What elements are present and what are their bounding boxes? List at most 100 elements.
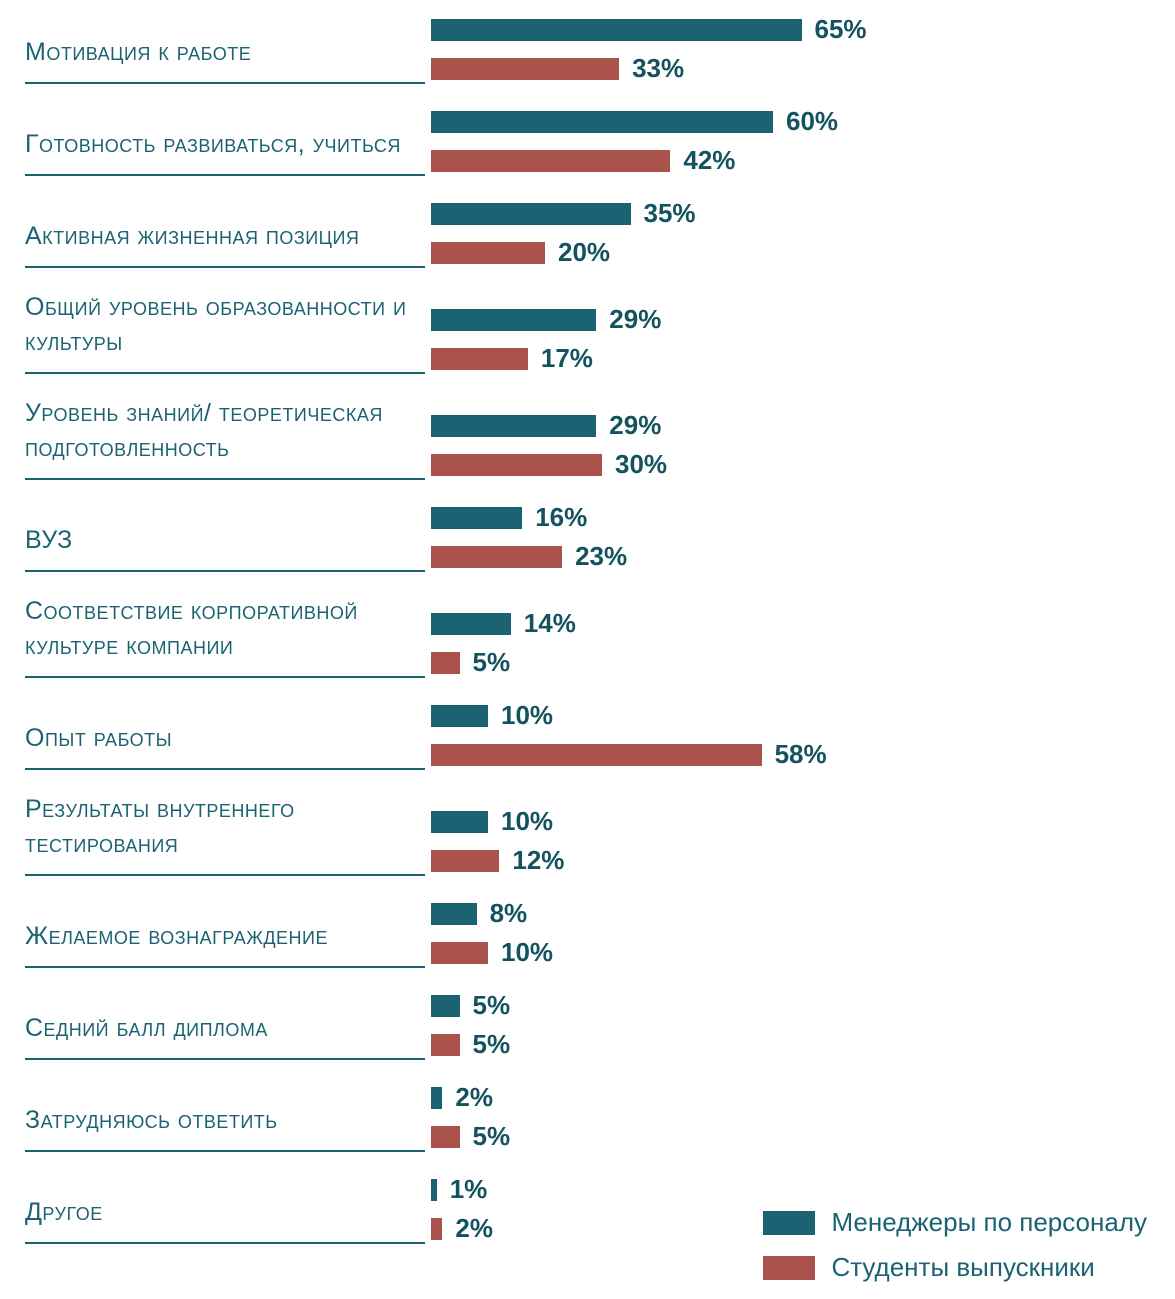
category-label: Общий уровень образованности и культуры: [25, 290, 425, 374]
category-label: Соответствие корпоративной культуре комп…: [25, 594, 425, 678]
legend-swatch-students: [763, 1255, 816, 1280]
bar-value-hr: 10%: [501, 806, 554, 836]
bar-value-students: 5%: [472, 647, 511, 677]
bar-students: [431, 941, 488, 964]
bar-students: [431, 453, 602, 476]
category-label: Активная жизненная позиция: [25, 219, 425, 268]
bar-students: [431, 545, 563, 568]
bar-line-students: 30%: [431, 449, 667, 480]
bar-value-students: 20%: [558, 237, 611, 267]
bar-line-students: 2%: [431, 1213, 493, 1244]
bar-line-students: 12%: [431, 845, 564, 876]
bar-students: [431, 149, 671, 172]
bar-line-hr: 10%: [431, 806, 564, 837]
bar-hr-managers: [431, 110, 773, 133]
bar-value-hr: 29%: [609, 410, 662, 440]
chart-row: Седний балл диплома 5% 5%: [25, 990, 1155, 1060]
bar-line-students: 10%: [431, 937, 553, 968]
bar-value-hr: 10%: [501, 700, 554, 730]
bar-value-students: 12%: [512, 845, 565, 875]
chart-row: Уровень знаний/ теоретическая подготовле…: [25, 396, 1155, 480]
bar-line-students: 5%: [431, 1121, 510, 1152]
bar-line-students: 33%: [431, 53, 867, 84]
bar-group: 29% 30%: [431, 410, 667, 480]
bar-line-hr: 16%: [431, 502, 627, 533]
bar-line-hr: 10%: [431, 700, 827, 731]
bar-group: 10% 58%: [431, 700, 827, 770]
bar-value-hr: 8%: [489, 898, 528, 928]
bar-group: 14% 5%: [431, 608, 576, 678]
bar-students: [431, 347, 528, 370]
legend-swatch-hr: [763, 1210, 816, 1235]
legend-item-hr: Менеджеры по персоналу: [763, 1207, 1147, 1238]
bar-hr-managers: [431, 414, 597, 437]
bar-line-hr: 60%: [431, 106, 838, 137]
bar-students: [431, 1217, 443, 1240]
bar-value-students: 5%: [472, 1029, 511, 1059]
bar-value-hr: 2%: [455, 1082, 493, 1112]
bar-value-students: 30%: [615, 449, 668, 479]
chart-row: Готовность развиваться, учиться 60% 42%: [25, 106, 1155, 176]
category-label: Желаемое вознаграждение: [25, 919, 425, 968]
bar-value-students: 23%: [575, 541, 628, 571]
bar-value-students: 58%: [774, 739, 827, 769]
bar-hr-managers: [431, 202, 631, 225]
bar-line-hr: 65%: [431, 14, 867, 45]
chart-row: Общий уровень образованности и культуры …: [25, 290, 1155, 374]
bar-line-students: 20%: [431, 237, 696, 268]
chart-row: Активная жизненная позиция 35% 20%: [25, 198, 1155, 268]
chart-row: Затрудняюсь ответить 2% 5%: [25, 1082, 1155, 1152]
bar-hr-managers: [431, 1178, 437, 1201]
category-label: Затрудняюсь ответить: [25, 1103, 425, 1152]
bar-value-students: 10%: [501, 937, 554, 967]
bar-hr-managers: [431, 810, 488, 833]
bar-students: [431, 1125, 460, 1148]
bar-line-hr: 1%: [431, 1174, 493, 1205]
bar-students: [431, 651, 460, 674]
bar-value-students: 33%: [632, 53, 685, 83]
bar-line-hr: 35%: [431, 198, 696, 229]
bar-students: [431, 849, 500, 872]
legend-item-students: Студенты выпускники: [763, 1252, 1147, 1283]
bar-value-hr: 14%: [523, 608, 576, 638]
chart-row: Мотивация к работе 65% 33%: [25, 14, 1155, 84]
bar-group: 2% 5%: [431, 1082, 510, 1152]
bar-hr-managers: [431, 704, 488, 727]
category-label: Мотивация к работе: [25, 35, 425, 84]
bar-line-students: 23%: [431, 541, 627, 572]
category-label: Уровень знаний/ теоретическая подготовле…: [25, 396, 425, 480]
legend: Менеджеры по персоналу Студенты выпускни…: [763, 1207, 1147, 1283]
bar-line-hr: 29%: [431, 410, 667, 441]
bar-group: 5% 5%: [431, 990, 510, 1060]
bar-hr-managers: [431, 1086, 443, 1109]
bar-group: 29% 17%: [431, 304, 661, 374]
bar-line-hr: 14%: [431, 608, 576, 639]
chart-rows: Мотивация к работе 65% 33% Готовность ра…: [25, 14, 1155, 1244]
bar-value-hr: 1%: [449, 1174, 488, 1204]
chart-row: ВУЗ 16% 23%: [25, 502, 1155, 572]
legend-label-students: Студенты выпускники: [831, 1252, 1095, 1282]
bar-hr-managers: [431, 18, 802, 41]
bar-hr-managers: [431, 308, 597, 331]
bar-group: 10% 12%: [431, 806, 564, 876]
bar-value-hr: 5%: [472, 990, 511, 1020]
category-label: ВУЗ: [25, 523, 425, 572]
bar-line-students: 17%: [431, 343, 661, 374]
bar-hr-managers: [431, 902, 477, 925]
chart-row: Опыт работы 10% 58%: [25, 700, 1155, 770]
category-label: Результаты внутреннего тестирования: [25, 792, 425, 876]
chart-row: Другое 1% 2%: [25, 1174, 1155, 1244]
chart-row: Соответствие корпоративной культуре комп…: [25, 594, 1155, 678]
bar-value-hr: 35%: [643, 198, 696, 228]
bar-value-hr: 60%: [786, 106, 839, 136]
bar-line-students: 5%: [431, 647, 576, 678]
bar-group: 16% 23%: [431, 502, 627, 572]
bar-value-students: 42%: [683, 145, 736, 175]
category-label: Седний балл диплома: [25, 1011, 425, 1060]
bar-value-students: 5%: [472, 1121, 511, 1151]
bar-value-hr: 16%: [535, 502, 588, 532]
bar-line-hr: 29%: [431, 304, 661, 335]
bar-group: 65% 33%: [431, 14, 867, 84]
bar-line-students: 42%: [431, 145, 838, 176]
bar-hr-managers: [431, 612, 511, 635]
